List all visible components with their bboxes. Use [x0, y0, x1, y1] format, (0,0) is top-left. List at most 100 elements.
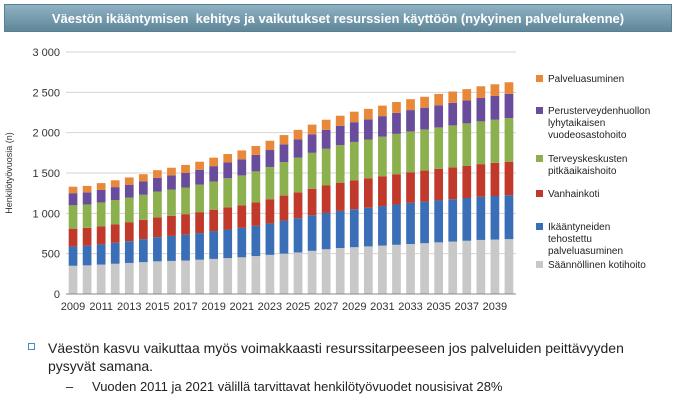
legend-label: lyhytaikaisen	[548, 118, 605, 129]
bar-segment	[82, 265, 92, 294]
bar-segment	[335, 210, 345, 249]
y-tick-label: 500	[42, 249, 60, 261]
bar-segment	[307, 250, 317, 294]
bar-segment	[251, 154, 261, 172]
bar-segment	[462, 240, 472, 294]
bar-segment	[448, 167, 458, 200]
bar-segment	[448, 125, 458, 168]
bar-segment	[335, 115, 345, 126]
legend-label: Vanhainkoti	[548, 189, 600, 200]
bar-segment	[265, 223, 275, 255]
bar-segment	[209, 209, 219, 232]
bar-segment	[251, 171, 261, 203]
bar-segment	[68, 246, 78, 266]
bar-segment	[68, 193, 78, 206]
bar-segment	[96, 202, 106, 227]
bar-segment	[392, 112, 401, 134]
bar-segment	[321, 148, 331, 186]
bar-segment	[392, 102, 401, 113]
bar-segment	[209, 157, 219, 167]
bar-segment	[307, 215, 317, 251]
bar-segment	[279, 195, 289, 221]
bar-segment	[406, 131, 415, 173]
bar-segment	[138, 219, 148, 240]
bar-segment	[167, 215, 176, 236]
x-tick-label: 2015	[145, 301, 169, 313]
bar-segment	[307, 188, 317, 216]
bar-segment	[68, 205, 78, 229]
legend-label: pitkäaikaishoito	[548, 166, 617, 177]
bar-segment	[321, 119, 331, 130]
bar-segment	[138, 262, 148, 294]
bar-segment	[476, 164, 486, 197]
chart-title-bar: Väestön ikääntymisen kehitys ja vaikutuk…	[4, 4, 672, 32]
bar-segment	[504, 161, 514, 196]
bar-segment	[237, 227, 247, 258]
x-tick-label: 2031	[370, 301, 394, 313]
bar-segment	[82, 185, 92, 193]
bar-segment	[96, 189, 106, 203]
bar-segment	[307, 134, 317, 153]
bar-segment	[110, 263, 120, 294]
bar-segment	[420, 96, 429, 108]
x-tick-label: 2011	[89, 301, 113, 313]
bar-segment	[68, 228, 78, 247]
legend-label: Terveyskeskusten	[548, 154, 627, 165]
bar-segment	[82, 245, 92, 266]
legend-label: Perusterveydenhuollon	[548, 106, 650, 117]
bar-segment	[448, 241, 458, 294]
bar-segment	[462, 165, 472, 199]
x-tick-label: 2035	[426, 301, 450, 313]
bar-segment	[363, 207, 373, 247]
bar-segment	[138, 181, 148, 195]
legend-swatch	[536, 190, 543, 197]
legend-swatch	[536, 155, 543, 162]
bar-segment	[209, 181, 219, 210]
bar-segment	[420, 129, 429, 171]
bar-segment	[321, 185, 331, 213]
legend-label: Säännöllinen kotihoito	[548, 260, 646, 271]
bar-segment	[349, 209, 359, 248]
bar-segment	[321, 129, 331, 149]
bar-segment	[476, 97, 486, 122]
bar-segment	[68, 265, 78, 294]
bar-segment	[434, 168, 444, 201]
bar-segment	[279, 253, 289, 294]
bar-segment	[96, 183, 106, 190]
bar-segment	[293, 129, 303, 140]
bar-segment	[153, 217, 162, 238]
legend-label: vuodeosastohoito	[548, 130, 627, 141]
bar-segment	[406, 243, 415, 294]
bar-segment	[195, 161, 204, 170]
bar-segment	[363, 119, 373, 140]
bar-segment	[110, 224, 120, 243]
bar-segment	[307, 152, 317, 189]
bar-segment	[434, 200, 444, 243]
bar-segment	[251, 256, 261, 294]
bar-segment	[462, 123, 472, 166]
bar-segment	[335, 145, 345, 183]
x-tick-label: 2009	[61, 301, 85, 313]
bar-segment	[434, 93, 444, 106]
x-tick-label: 2037	[455, 301, 479, 313]
bar-segment	[153, 177, 162, 192]
bar-segment	[223, 229, 233, 259]
bar-segment	[462, 198, 472, 241]
bar-segment	[153, 237, 162, 262]
bar-segment	[138, 174, 148, 182]
bar-segment	[153, 191, 162, 218]
bar-segment	[110, 187, 120, 201]
bar-segment	[209, 231, 219, 259]
bar-segment	[434, 127, 444, 169]
stacked-bar-chart: 0 500 1 000 1 500 2 000 2 500 3 000 Henkilötyöv…	[4, 47, 650, 313]
bar-segment	[349, 141, 359, 181]
bar-segment	[448, 102, 458, 126]
bar-segment	[420, 170, 429, 202]
legend-label: Ikääntyneiden	[548, 222, 610, 233]
bar-segment	[335, 248, 345, 294]
bar-segment	[124, 177, 134, 185]
bar-segment	[406, 172, 415, 203]
bar-segment	[293, 218, 303, 253]
x-tick-label: 2019	[201, 301, 225, 313]
x-tick-label: 2023	[258, 301, 282, 313]
